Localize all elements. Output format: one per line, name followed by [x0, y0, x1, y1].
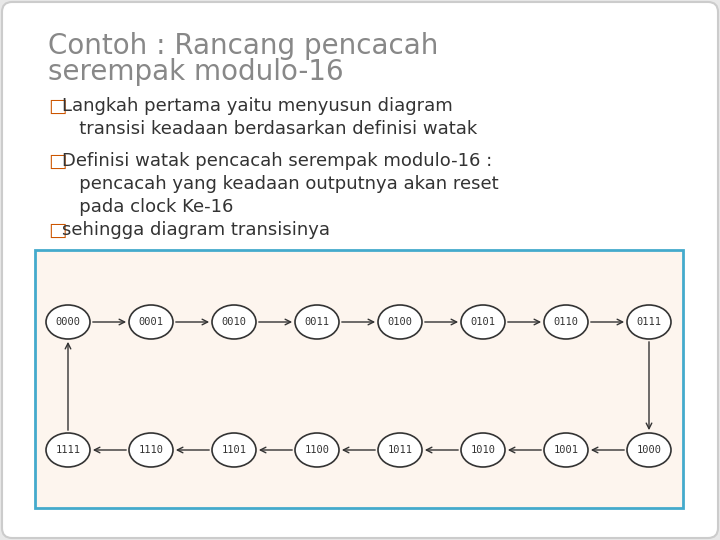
Text: 1100: 1100: [305, 445, 330, 455]
Text: 1000: 1000: [636, 445, 662, 455]
Text: 0000: 0000: [55, 317, 81, 327]
Ellipse shape: [544, 305, 588, 339]
Text: 0111: 0111: [636, 317, 662, 327]
FancyBboxPatch shape: [35, 250, 683, 508]
Text: 1101: 1101: [222, 445, 246, 455]
Text: □: □: [48, 152, 66, 171]
Ellipse shape: [378, 305, 422, 339]
Text: 0110: 0110: [554, 317, 578, 327]
Ellipse shape: [129, 433, 173, 467]
Text: sehingga diagram transisinya: sehingga diagram transisinya: [62, 221, 330, 239]
Ellipse shape: [378, 433, 422, 467]
Text: serempak modulo-16: serempak modulo-16: [48, 58, 343, 86]
Text: 0010: 0010: [222, 317, 246, 327]
Text: 1010: 1010: [470, 445, 495, 455]
Ellipse shape: [295, 305, 339, 339]
Ellipse shape: [627, 433, 671, 467]
Text: 0100: 0100: [387, 317, 413, 327]
Text: 1110: 1110: [138, 445, 163, 455]
Ellipse shape: [461, 433, 505, 467]
Ellipse shape: [461, 305, 505, 339]
Text: 1011: 1011: [387, 445, 413, 455]
Text: transisi keadaan berdasarkan definisi watak: transisi keadaan berdasarkan definisi wa…: [62, 120, 477, 138]
Ellipse shape: [212, 305, 256, 339]
Ellipse shape: [46, 305, 90, 339]
Text: Contoh : Rancang pencacah: Contoh : Rancang pencacah: [48, 32, 438, 60]
Text: 0011: 0011: [305, 317, 330, 327]
Text: Definisi watak pencacah serempak modulo-16 :: Definisi watak pencacah serempak modulo-…: [62, 152, 492, 170]
Text: pada clock Ke-16: pada clock Ke-16: [62, 198, 233, 216]
Text: pencacah yang keadaan outputnya akan reset: pencacah yang keadaan outputnya akan res…: [62, 175, 499, 193]
Text: □: □: [48, 97, 66, 116]
Text: 1111: 1111: [55, 445, 81, 455]
Text: Langkah pertama yaitu menyusun diagram: Langkah pertama yaitu menyusun diagram: [62, 97, 453, 115]
Ellipse shape: [295, 433, 339, 467]
Text: □: □: [48, 221, 66, 240]
Ellipse shape: [129, 305, 173, 339]
Ellipse shape: [212, 433, 256, 467]
Text: 0001: 0001: [138, 317, 163, 327]
Text: 0101: 0101: [470, 317, 495, 327]
Ellipse shape: [544, 433, 588, 467]
Ellipse shape: [46, 433, 90, 467]
Ellipse shape: [627, 305, 671, 339]
Text: 1001: 1001: [554, 445, 578, 455]
